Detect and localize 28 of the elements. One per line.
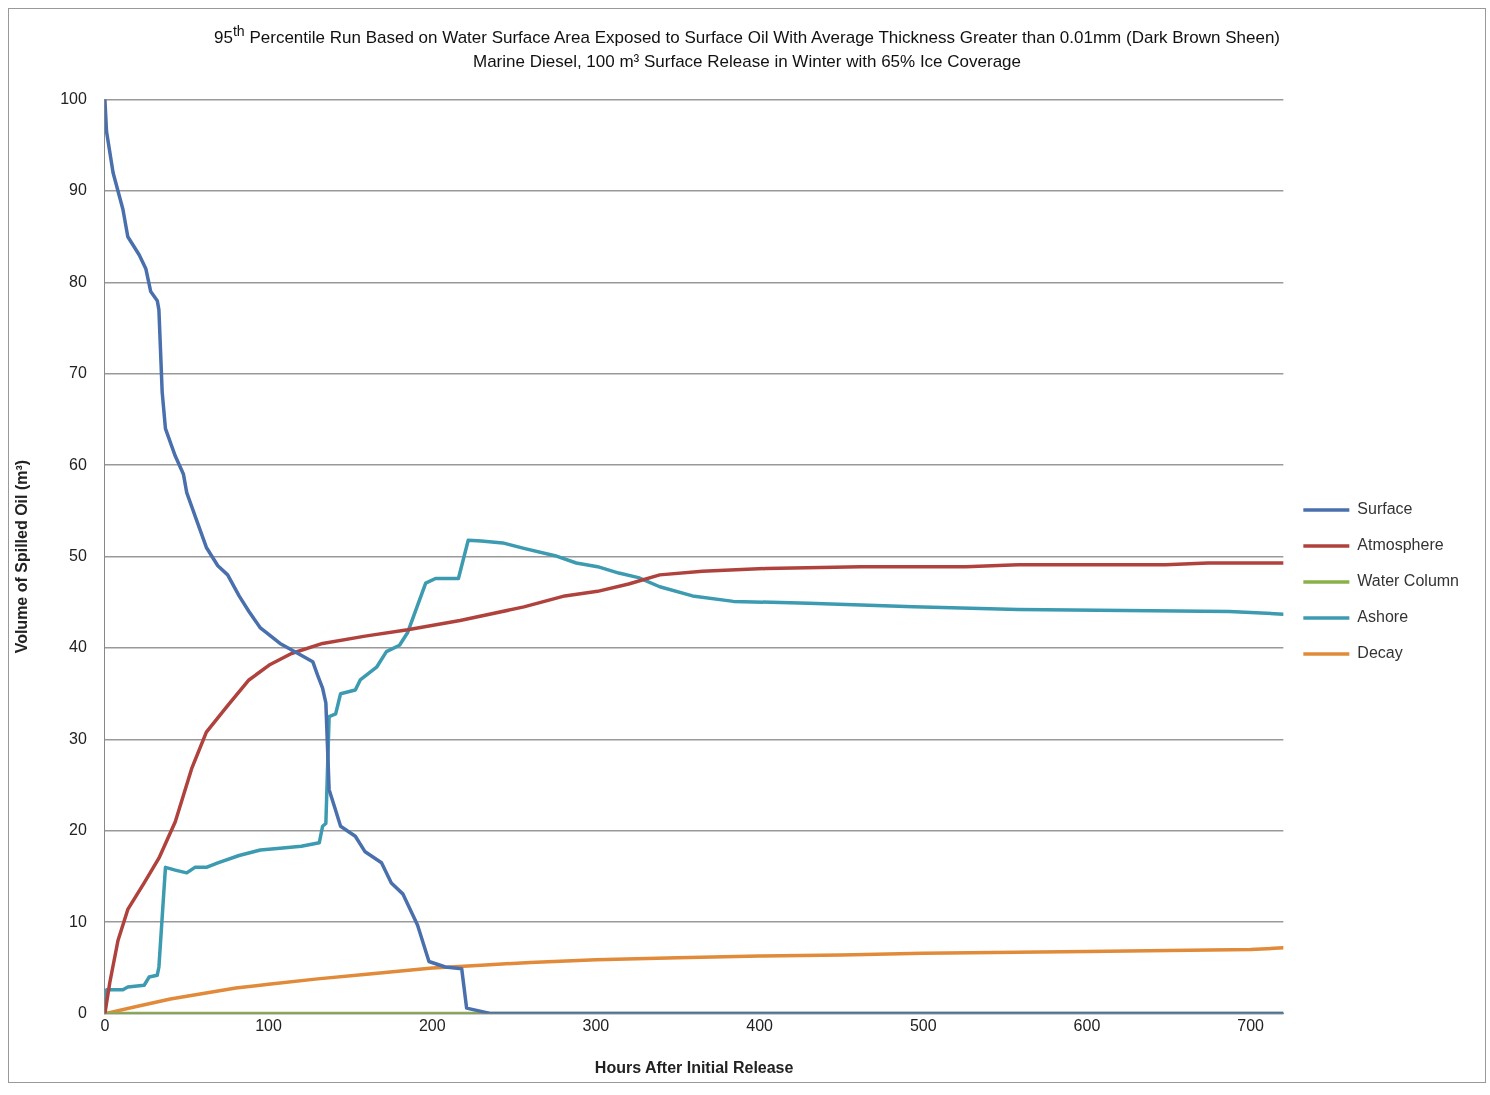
legend-label: Ashore — [1357, 608, 1409, 626]
legend-label: Water Column — [1357, 572, 1459, 590]
x-tick-label: 500 — [909, 1016, 937, 1034]
y-tick-label: 50 — [69, 546, 87, 564]
y-tick-label: 70 — [69, 363, 87, 381]
y-tick-label: 90 — [69, 181, 87, 199]
legend-label: Atmosphere — [1357, 536, 1444, 554]
x-tick-label: 600 — [1073, 1016, 1101, 1034]
y-tick-label: 30 — [69, 729, 87, 747]
y-tick-label: 20 — [69, 820, 87, 838]
y-tick-label: 10 — [69, 912, 87, 930]
x-tick-label: 100 — [255, 1016, 283, 1034]
y-tick-label: 0 — [77, 1003, 87, 1021]
chart-subtitle: Marine Diesel, 100 m³ Surface Release in Winter with 65% Ice Coverage — [472, 51, 1022, 72]
x-tick-label: 200 — [418, 1016, 446, 1034]
y-tick-label: 100 — [60, 89, 87, 107]
legend-label: Surface — [1357, 500, 1413, 518]
chart-title: 95$^{th}$ Percentile Run Based on Water Surface Area Exposed to Surface Oil With Average Thickness Greater than 0.01mm (Dark Brown Sheen) — [212, 23, 1281, 48]
y-axis-title: Volume of Spilled Oil (m³) — [13, 459, 31, 653]
x-axis-title: Hours After Initial Release — [594, 1058, 794, 1076]
x-tick-label: 300 — [582, 1016, 610, 1034]
x-tick-label: 0 — [100, 1016, 110, 1034]
y-tick-label: 60 — [69, 455, 87, 473]
legend-label: Decay — [1357, 644, 1403, 662]
y-tick-label: 40 — [69, 638, 87, 656]
x-tick-label: 700 — [1237, 1016, 1265, 1034]
y-tick-label: 80 — [69, 272, 87, 290]
x-tick-label: 400 — [746, 1016, 774, 1034]
